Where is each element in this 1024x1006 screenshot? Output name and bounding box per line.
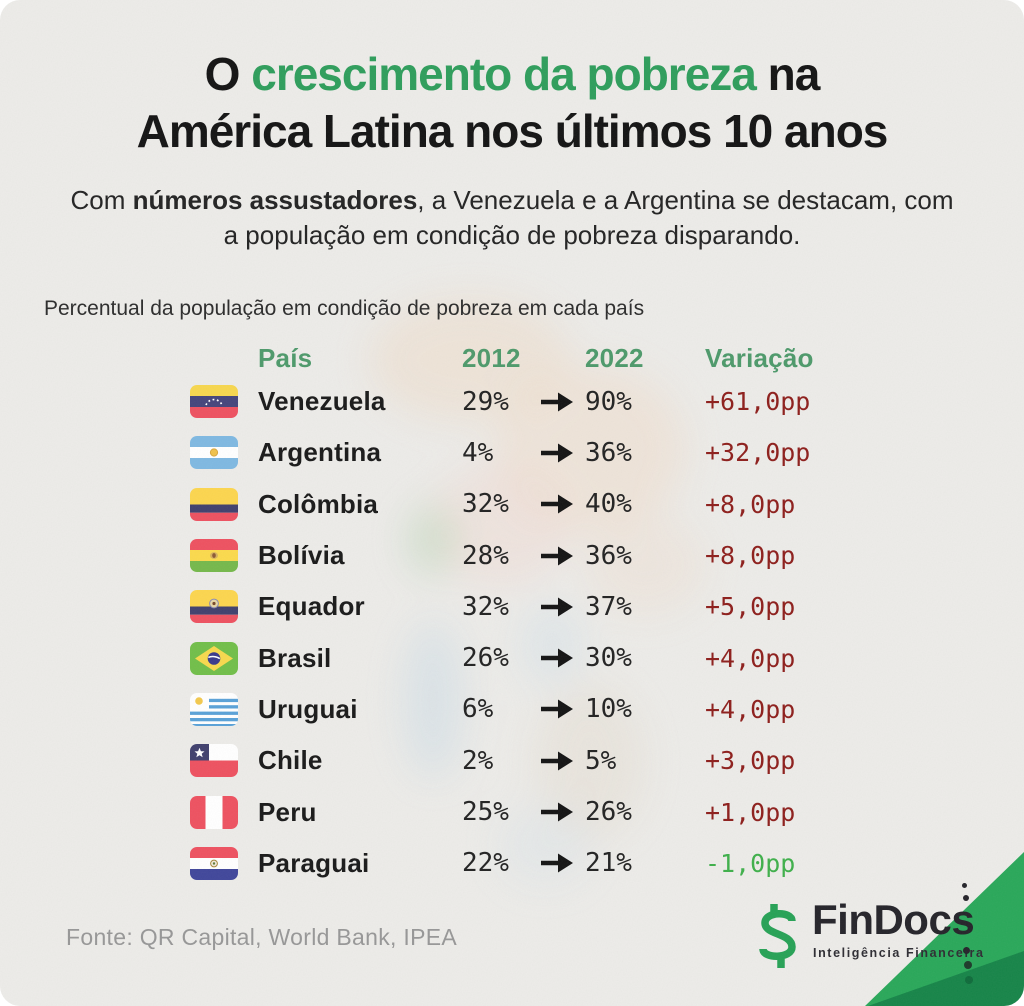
value-2022: 40% [585,489,632,520]
flag-venezuela-icon [190,385,238,419]
flag-uruguay-icon [190,692,238,726]
subtitle-prefix: Com [70,185,133,215]
arrow-right-icon [540,647,585,669]
subtitle: Com números assustadores, a Venezuela e … [62,183,962,252]
header-pais: País [258,342,313,373]
arrow-right-icon [540,391,585,413]
country-name: Argentina [258,437,382,468]
flag-chile-icon [190,744,238,778]
value-2022: 10% [585,694,632,725]
country-name: Peru [258,796,317,827]
flag-colombia-icon [190,487,238,521]
flag-brazil-icon [190,641,238,675]
table-caption: Percentual da população em condição de p… [44,297,645,320]
variation-value: +8,0pp [705,489,796,519]
title-suffix: na [755,48,821,100]
variation-value: +8,0pp [705,541,796,571]
poverty-table: País 2012 2022 Variação Venezuela 29% 90… [190,340,890,889]
value-2012: 6% [462,694,494,725]
value-2012: 4% [462,437,494,468]
table-row: Argentina 4% 36% +32,0pp [190,427,890,478]
arrow-right-icon [540,596,585,618]
variation-value: +32,0pp [705,438,811,468]
country-name: Uruguai [258,693,358,724]
header-2012: 2012 [462,342,521,373]
flag-ecuador-icon [190,590,238,624]
flag-argentina-icon [190,436,238,470]
source-text: Fonte: QR Capital, World Bank, IPEA [66,924,458,950]
arrow-right-icon [540,801,585,823]
findocs-logo: FinDocs Inteligência Financeira [750,883,1024,992]
country-name: Colômbia [258,488,379,519]
arrow-right-icon [540,852,585,874]
value-2012: 26% [462,643,509,674]
variation-value: +3,0pp [705,746,796,776]
variation-value: +4,0pp [705,694,796,724]
value-2012: 32% [462,489,509,520]
logo-tagline: Inteligência Financeira [813,946,985,960]
flag-peru-icon [190,795,238,829]
country-name: Bolívia [258,540,345,571]
value-2022: 30% [585,643,632,674]
variation-value: +61,0pp [705,387,811,417]
value-2022: 36% [585,540,632,571]
arrow-right-icon [540,442,585,464]
country-name: Chile [258,745,323,776]
value-2012: 22% [462,848,509,879]
table-row: Uruguai 6% 10% +4,0pp [190,684,890,735]
title-prefix: O [204,48,252,100]
table-body: Venezuela 29% 90% +61,0pp Argentina 4% 3… [190,376,890,889]
table-header-row: País 2012 2022 Variação [190,340,890,376]
table-row: Equador 32% 37% +5,0pp [190,581,890,632]
value-2022: 26% [585,797,632,828]
arrow-right-icon [540,698,585,720]
flag-paraguay-icon [190,846,238,880]
table-row: Chile 2% 5% +3,0pp [190,735,890,786]
value-2012: 2% [462,745,494,776]
country-name: Brasil [258,642,332,673]
value-2012: 29% [462,386,509,417]
value-2012: 28% [462,540,509,571]
value-2022: 36% [585,437,632,468]
arrow-right-icon [540,750,585,772]
value-2012: 25% [462,797,509,828]
value-2022: 5% [585,745,617,776]
dollar-icon [759,904,796,968]
logo-name: FinDocs [812,896,975,943]
page-title: O crescimento da pobreza na América Lati… [0,46,1024,159]
variation-value: +4,0pp [705,643,796,673]
table-row: Venezuela 29% 90% +61,0pp [190,376,890,427]
value-2022: 21% [585,848,632,879]
country-name: Equador [258,591,365,622]
arrow-right-icon [540,493,585,515]
value-2022: 90% [585,386,632,417]
subtitle-bold: números assustadores [132,185,418,215]
table-row: Brasil 26% 30% +4,0pp [190,632,890,683]
arrow-right-icon [540,545,585,567]
country-name: Venezuela [258,386,386,417]
value-2022: 37% [585,591,632,622]
flag-bolivia-icon [190,539,238,573]
title-highlight: crescimento da pobreza [251,48,757,100]
table-row: Colômbia 32% 40% +8,0pp [190,479,890,530]
country-name: Paraguai [258,847,370,878]
header-variacao: Variação [705,342,814,373]
variation-value: +5,0pp [705,592,796,622]
value-2012: 32% [462,591,509,622]
header-2022: 2022 [585,342,644,373]
title-line2: América Latina nos últimos 10 anos [136,104,889,157]
table-row: Bolívia 28% 36% +8,0pp [190,530,890,581]
